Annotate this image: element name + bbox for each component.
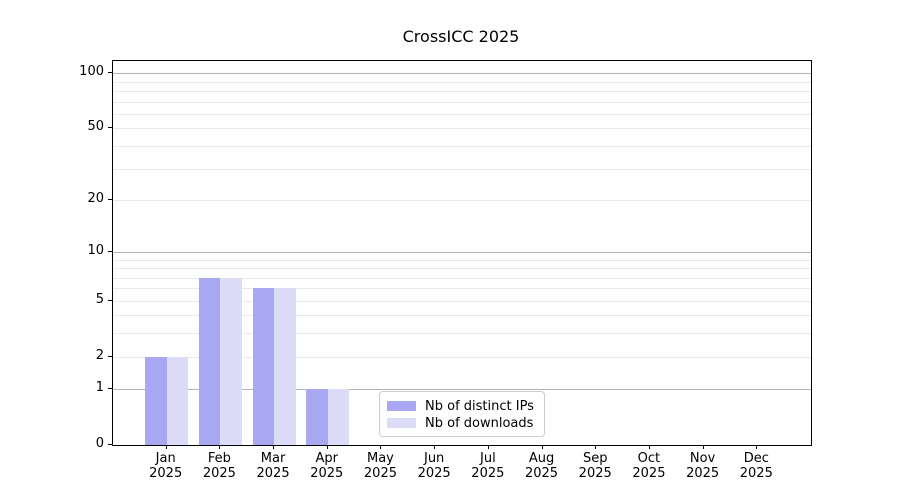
- y-tick-label-100: 100: [79, 64, 104, 80]
- gridline-20: [113, 199, 811, 201]
- gridline-30: [113, 168, 811, 170]
- x-tick-mark-apr: [326, 445, 328, 449]
- bar-feb-distinct-ips: [198, 277, 221, 445]
- y-tick-label-1: 1: [95, 380, 104, 396]
- gridline-80: [113, 91, 811, 93]
- x-tick-label-nov: Nov 2025: [686, 451, 720, 481]
- x-tick-mark-nov: [702, 445, 704, 449]
- y-tick-mark-20: [108, 198, 112, 200]
- x-tick-mark-sep: [595, 445, 597, 449]
- x-tick-mark-jan: [165, 445, 167, 449]
- x-tick-mark-dec: [756, 445, 758, 449]
- x-tick-label-feb: Feb 2025: [202, 451, 236, 481]
- bar-apr-distinct-ips: [306, 389, 328, 445]
- x-tick-label-mar: Mar 2025: [256, 451, 290, 481]
- legend-label-downloads: Nb of downloads: [425, 415, 534, 431]
- gridline-1: [113, 389, 811, 391]
- x-tick-label-jun: Jun 2025: [417, 451, 451, 481]
- gridline-8: [113, 268, 811, 270]
- x-tick-mark-feb: [219, 445, 221, 449]
- x-tick-label-apr: Apr 2025: [310, 451, 344, 481]
- x-tick-label-sep: Sep 2025: [578, 451, 612, 481]
- y-tick-label-10: 10: [87, 242, 104, 258]
- bar-apr-downloads: [327, 389, 350, 445]
- gridline-40: [113, 145, 811, 147]
- x-tick-mark-aug: [541, 445, 543, 449]
- x-tick-mark-jun: [434, 445, 436, 449]
- bar-mar-distinct-ips: [252, 288, 275, 445]
- x-tick-mark-oct: [648, 445, 650, 449]
- x-tick-mark-mar: [273, 445, 275, 449]
- gridline-9: [113, 259, 811, 261]
- legend-label-distinct-ips: Nb of distinct IPs: [425, 398, 534, 414]
- bar-feb-downloads: [220, 277, 242, 445]
- gridline-3: [113, 333, 811, 335]
- x-tick-label-jul: Jul 2025: [471, 451, 505, 481]
- plot-area: Nb of distinct IPs Nb of downloads: [112, 60, 812, 446]
- x-tick-label-may: May 2025: [363, 451, 397, 481]
- x-tick-label-dec: Dec 2025: [739, 451, 773, 481]
- y-tick-label-20: 20: [87, 190, 104, 206]
- y-tick-mark-0: [108, 444, 112, 445]
- gridline-70: [113, 101, 811, 103]
- bar-jan-distinct-ips: [145, 356, 167, 445]
- x-tick-label-aug: Aug 2025: [524, 451, 559, 481]
- legend: Nb of distinct IPs Nb of downloads: [379, 391, 545, 437]
- y-tick-mark-100: [108, 72, 112, 74]
- legend-item-downloads: Nb of downloads: [387, 415, 536, 431]
- y-tick-mark-5: [108, 299, 112, 301]
- legend-item-distinct-ips: Nb of distinct IPs: [387, 398, 536, 414]
- gridline-4: [113, 315, 811, 317]
- y-tick-mark-50: [108, 127, 112, 129]
- chart-title: CrossICC 2025: [402, 27, 520, 46]
- bar-jan-downloads: [166, 356, 189, 445]
- y-tick-label-2: 2: [95, 347, 104, 363]
- legend-swatch-distinct-ips: [387, 401, 416, 411]
- gridline-50: [113, 128, 811, 130]
- y-tick-label-5: 5: [95, 291, 104, 307]
- x-tick-label-jan: Jan 2025: [149, 451, 183, 481]
- x-tick-mark-may: [380, 445, 382, 449]
- y-tick-mark-1: [108, 388, 112, 390]
- y-tick-label-0: 0: [95, 436, 104, 451]
- gridline-10: [113, 251, 811, 253]
- gridline-100: [113, 73, 811, 75]
- gridline-6: [113, 288, 811, 290]
- x-tick-mark-jul: [487, 445, 489, 449]
- legend-swatch-downloads: [387, 418, 416, 428]
- bar-mar-downloads: [274, 288, 296, 445]
- x-tick-label-oct: Oct 2025: [632, 451, 666, 481]
- gridline-2: [113, 356, 811, 358]
- gridline-7: [113, 277, 811, 279]
- y-tick-mark-2: [108, 355, 112, 357]
- y-tick-mark-10: [108, 250, 112, 252]
- y-tick-label-50: 50: [87, 119, 104, 135]
- gridline-5: [113, 300, 811, 302]
- gridline-90: [113, 81, 811, 83]
- gridline-60: [113, 113, 811, 115]
